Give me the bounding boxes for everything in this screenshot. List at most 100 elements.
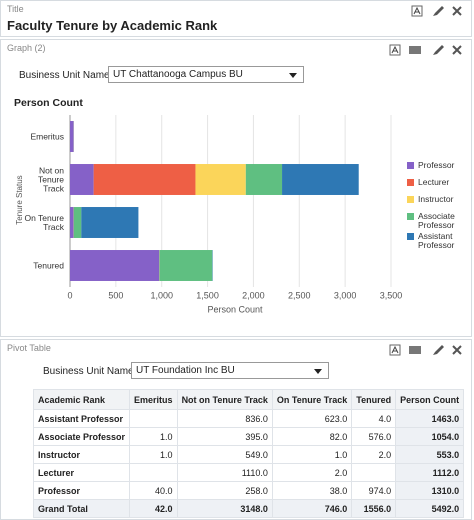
- legend-swatch: [407, 233, 414, 240]
- table-cell: 2.0: [271, 463, 353, 482]
- table-cell: [129, 463, 178, 482]
- table-row: Associate Professor 1.0 395.0 82.0 576.0 1054…: [32, 427, 465, 446]
- table-cell: Lecturer: [32, 463, 131, 482]
- table-cell: 1054.0: [395, 427, 465, 446]
- x-tick-label: 0: [67, 290, 72, 300]
- panel-icons[interactable]: [411, 5, 465, 17]
- filter-label: Business Unit Name: [19, 70, 110, 81]
- table-row: Grand Total 42.0 3148.0 746.0 1556.0 5492.0: [32, 499, 465, 518]
- table-cell: 1310.0: [395, 481, 465, 500]
- table-cell: 1112.0: [395, 463, 465, 482]
- legend-swatch: [407, 213, 414, 220]
- table-cell: 82.0: [271, 427, 353, 446]
- table-cell: 1556.0: [351, 499, 397, 518]
- legend-label: Lecturer: [418, 177, 450, 187]
- x-tick-label: 500: [108, 290, 123, 300]
- legend-label: Professor: [418, 160, 455, 170]
- column-header: Not on Tenure Track: [176, 389, 273, 410]
- table-cell: 38.0: [271, 481, 353, 500]
- x-axis-label: Person Count: [207, 304, 263, 314]
- panel-label: Graph (2): [7, 43, 46, 53]
- y-axis-label: Tenure Status: [15, 175, 24, 224]
- table-row: Professor 40.0 258.0 38.0 974.0 1310.0: [32, 481, 465, 500]
- table-cell: 3148.0: [176, 499, 273, 518]
- filter-label: Business Unit Name: [43, 366, 134, 377]
- table-cell: 395.0: [176, 427, 273, 446]
- y-tick-label: Tenured: [33, 260, 64, 270]
- legend-label: Assistant Professor: [418, 231, 455, 250]
- bar-segment: [70, 121, 74, 152]
- title-panel: Title Faculty Tenure by Academic Rank: [0, 0, 472, 37]
- table-cell: 746.0: [271, 499, 353, 518]
- table-row: Assistant Professor 836.0 623.0 4.0 1463.0: [32, 409, 465, 428]
- page-title: Faculty Tenure by Academic Rank: [7, 18, 218, 33]
- bar-segment: [81, 207, 139, 238]
- column-header: On Tenure Track: [271, 389, 353, 410]
- table-cell: 836.0: [176, 409, 273, 428]
- table-row: Instructor 1.0 549.0 1.0 2.0 553.0: [32, 445, 465, 464]
- table-cell: Grand Total: [32, 499, 131, 518]
- panel-label: Pivot Table: [7, 343, 51, 353]
- x-tick-label: 3,000: [334, 290, 357, 300]
- column-header: Person Count: [395, 389, 465, 410]
- table-cell: [351, 463, 397, 482]
- bar-segment: [70, 207, 74, 238]
- chart-title: Person Count: [14, 97, 83, 109]
- legend-swatch: [407, 179, 414, 186]
- bar-segment: [282, 164, 359, 195]
- chart-svg: Person Count Person Count Tenure Status …: [14, 97, 414, 314]
- column-header: Academic Rank: [32, 389, 131, 410]
- panel-label: Title: [7, 4, 24, 14]
- table-cell: 623.0: [271, 409, 353, 428]
- table-cell: 40.0: [129, 481, 178, 500]
- table-cell: 5492.0: [395, 499, 465, 518]
- table-cell: 1110.0: [176, 463, 273, 482]
- column-header: Tenured: [351, 389, 397, 410]
- bar-segment: [93, 164, 196, 195]
- table-row: Lecturer 1110.0 2.0 1112.0: [32, 463, 465, 482]
- legend-swatch: [407, 162, 414, 169]
- column-header: Emeritus: [129, 389, 178, 410]
- table-cell: 1463.0: [395, 409, 465, 428]
- table-cell: 974.0: [351, 481, 397, 500]
- table-cell: 4.0: [351, 409, 397, 428]
- header-row: Academic Rank Emeritus Not on Tenure Track…: [32, 389, 465, 410]
- y-tick-label: Not on Tenure Track: [38, 165, 64, 193]
- table-cell: Associate Professor: [32, 427, 131, 446]
- bar-segment: [159, 250, 213, 281]
- pivot-table: Academic Rank Emeritus Not on Tenure Track…: [32, 389, 465, 518]
- table-cell: 1.0: [129, 427, 178, 446]
- bar-segment: [70, 164, 94, 195]
- chart: Person Count Person Count Tenure Status …: [14, 97, 455, 315]
- table-cell: 576.0: [351, 427, 397, 446]
- bar-segment: [245, 164, 283, 195]
- x-tick-label: 3,500: [380, 290, 403, 300]
- table-cell: 553.0: [395, 445, 465, 464]
- x-tick-label: 1,000: [150, 290, 173, 300]
- bar-segment: [195, 164, 246, 195]
- table-cell: 42.0: [129, 499, 178, 518]
- table-cell: Instructor: [32, 445, 131, 464]
- panel-icons[interactable]: [389, 44, 465, 56]
- bar-segment: [73, 207, 82, 238]
- table-cell: Professor: [32, 481, 131, 500]
- x-tick-label: 2,000: [242, 290, 265, 300]
- y-tick-label: On Tenure Track: [24, 212, 64, 232]
- x-tick-label: 2,500: [288, 290, 311, 300]
- table-cell: 549.0: [176, 445, 273, 464]
- table-cell: 1.0: [271, 445, 353, 464]
- legend-label: Associate Professor: [418, 211, 455, 230]
- table-cell: 1.0: [129, 445, 178, 464]
- x-tick-label: 1,500: [196, 290, 219, 300]
- table-cell: [129, 409, 178, 428]
- panel-icons[interactable]: [389, 344, 465, 356]
- bar-segment: [70, 250, 160, 281]
- legend-swatch: [407, 196, 414, 203]
- y-tick-label: Emeritus: [30, 131, 64, 141]
- filter-select[interactable]: UT Chattanooga Campus BU: [108, 66, 304, 83]
- filter-select[interactable]: UT Foundation Inc BU: [131, 362, 329, 379]
- table-cell: 2.0: [351, 445, 397, 464]
- table-cell: Assistant Professor: [32, 409, 131, 428]
- legend-label: Instructor: [418, 194, 454, 204]
